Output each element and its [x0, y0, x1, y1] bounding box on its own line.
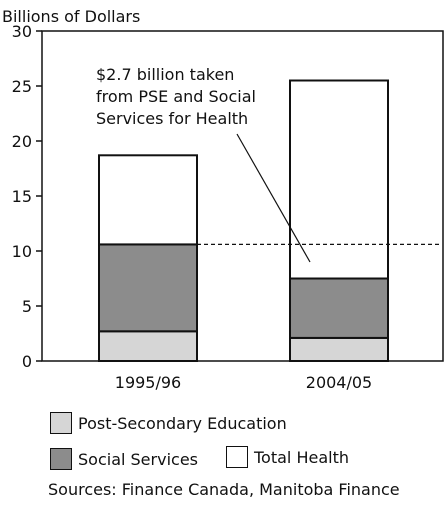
legend-swatch-pse	[50, 412, 72, 434]
bar-1-segment-3	[98, 154, 198, 246]
y-tick-label-15: 15	[12, 187, 32, 206]
y-tick-label-5: 5	[22, 297, 32, 316]
chart: Billions of Dollars 0 5 10 15 20 25 30 1995/96 20…	[2, 7, 444, 392]
y-tick-label-0: 0	[22, 352, 32, 371]
legend-item-pse: Post-Secondary Education	[50, 412, 287, 434]
bar-2-segment-1	[289, 336, 389, 362]
y-axis-title: Billions of Dollars	[2, 7, 140, 26]
legend-item-health: Total Health	[226, 446, 349, 468]
x-tick-label-2: 2004/05	[306, 373, 372, 392]
y-tick-label-25: 25	[12, 77, 32, 96]
y-tick-label-20: 20	[12, 132, 32, 151]
annotation-pointer	[236, 133, 311, 263]
x-tick-label-1: 1995/96	[115, 373, 181, 392]
bar-2-segment-2	[289, 277, 389, 339]
bar-1-segment-2	[98, 243, 198, 333]
annotation-line-3: Services for Health	[96, 109, 248, 128]
legend-label-pse: Post-Secondary Education	[78, 413, 287, 433]
legend-swatch-health	[226, 446, 248, 468]
annotation-text: $2.7 billion taken from PSE and Social Ser…	[96, 65, 256, 128]
y-tick-label-30: 30	[12, 22, 32, 41]
source-note: Sources: Finance Canada, Manitoba Financ…	[48, 480, 400, 499]
legend-item-social: Social Services	[50, 448, 198, 470]
annotation-line-1: $2.7 billion taken	[96, 65, 234, 84]
bar-1-segment-1	[98, 330, 198, 362]
bar-2-segment-3	[289, 79, 389, 280]
y-tick-label-10: 10	[12, 242, 32, 261]
legend-swatch-social	[50, 448, 72, 470]
annotation-line-2: from PSE and Social	[96, 87, 256, 106]
legend-label-health: Total Health	[254, 447, 349, 467]
legend-label-social: Social Services	[78, 449, 198, 469]
